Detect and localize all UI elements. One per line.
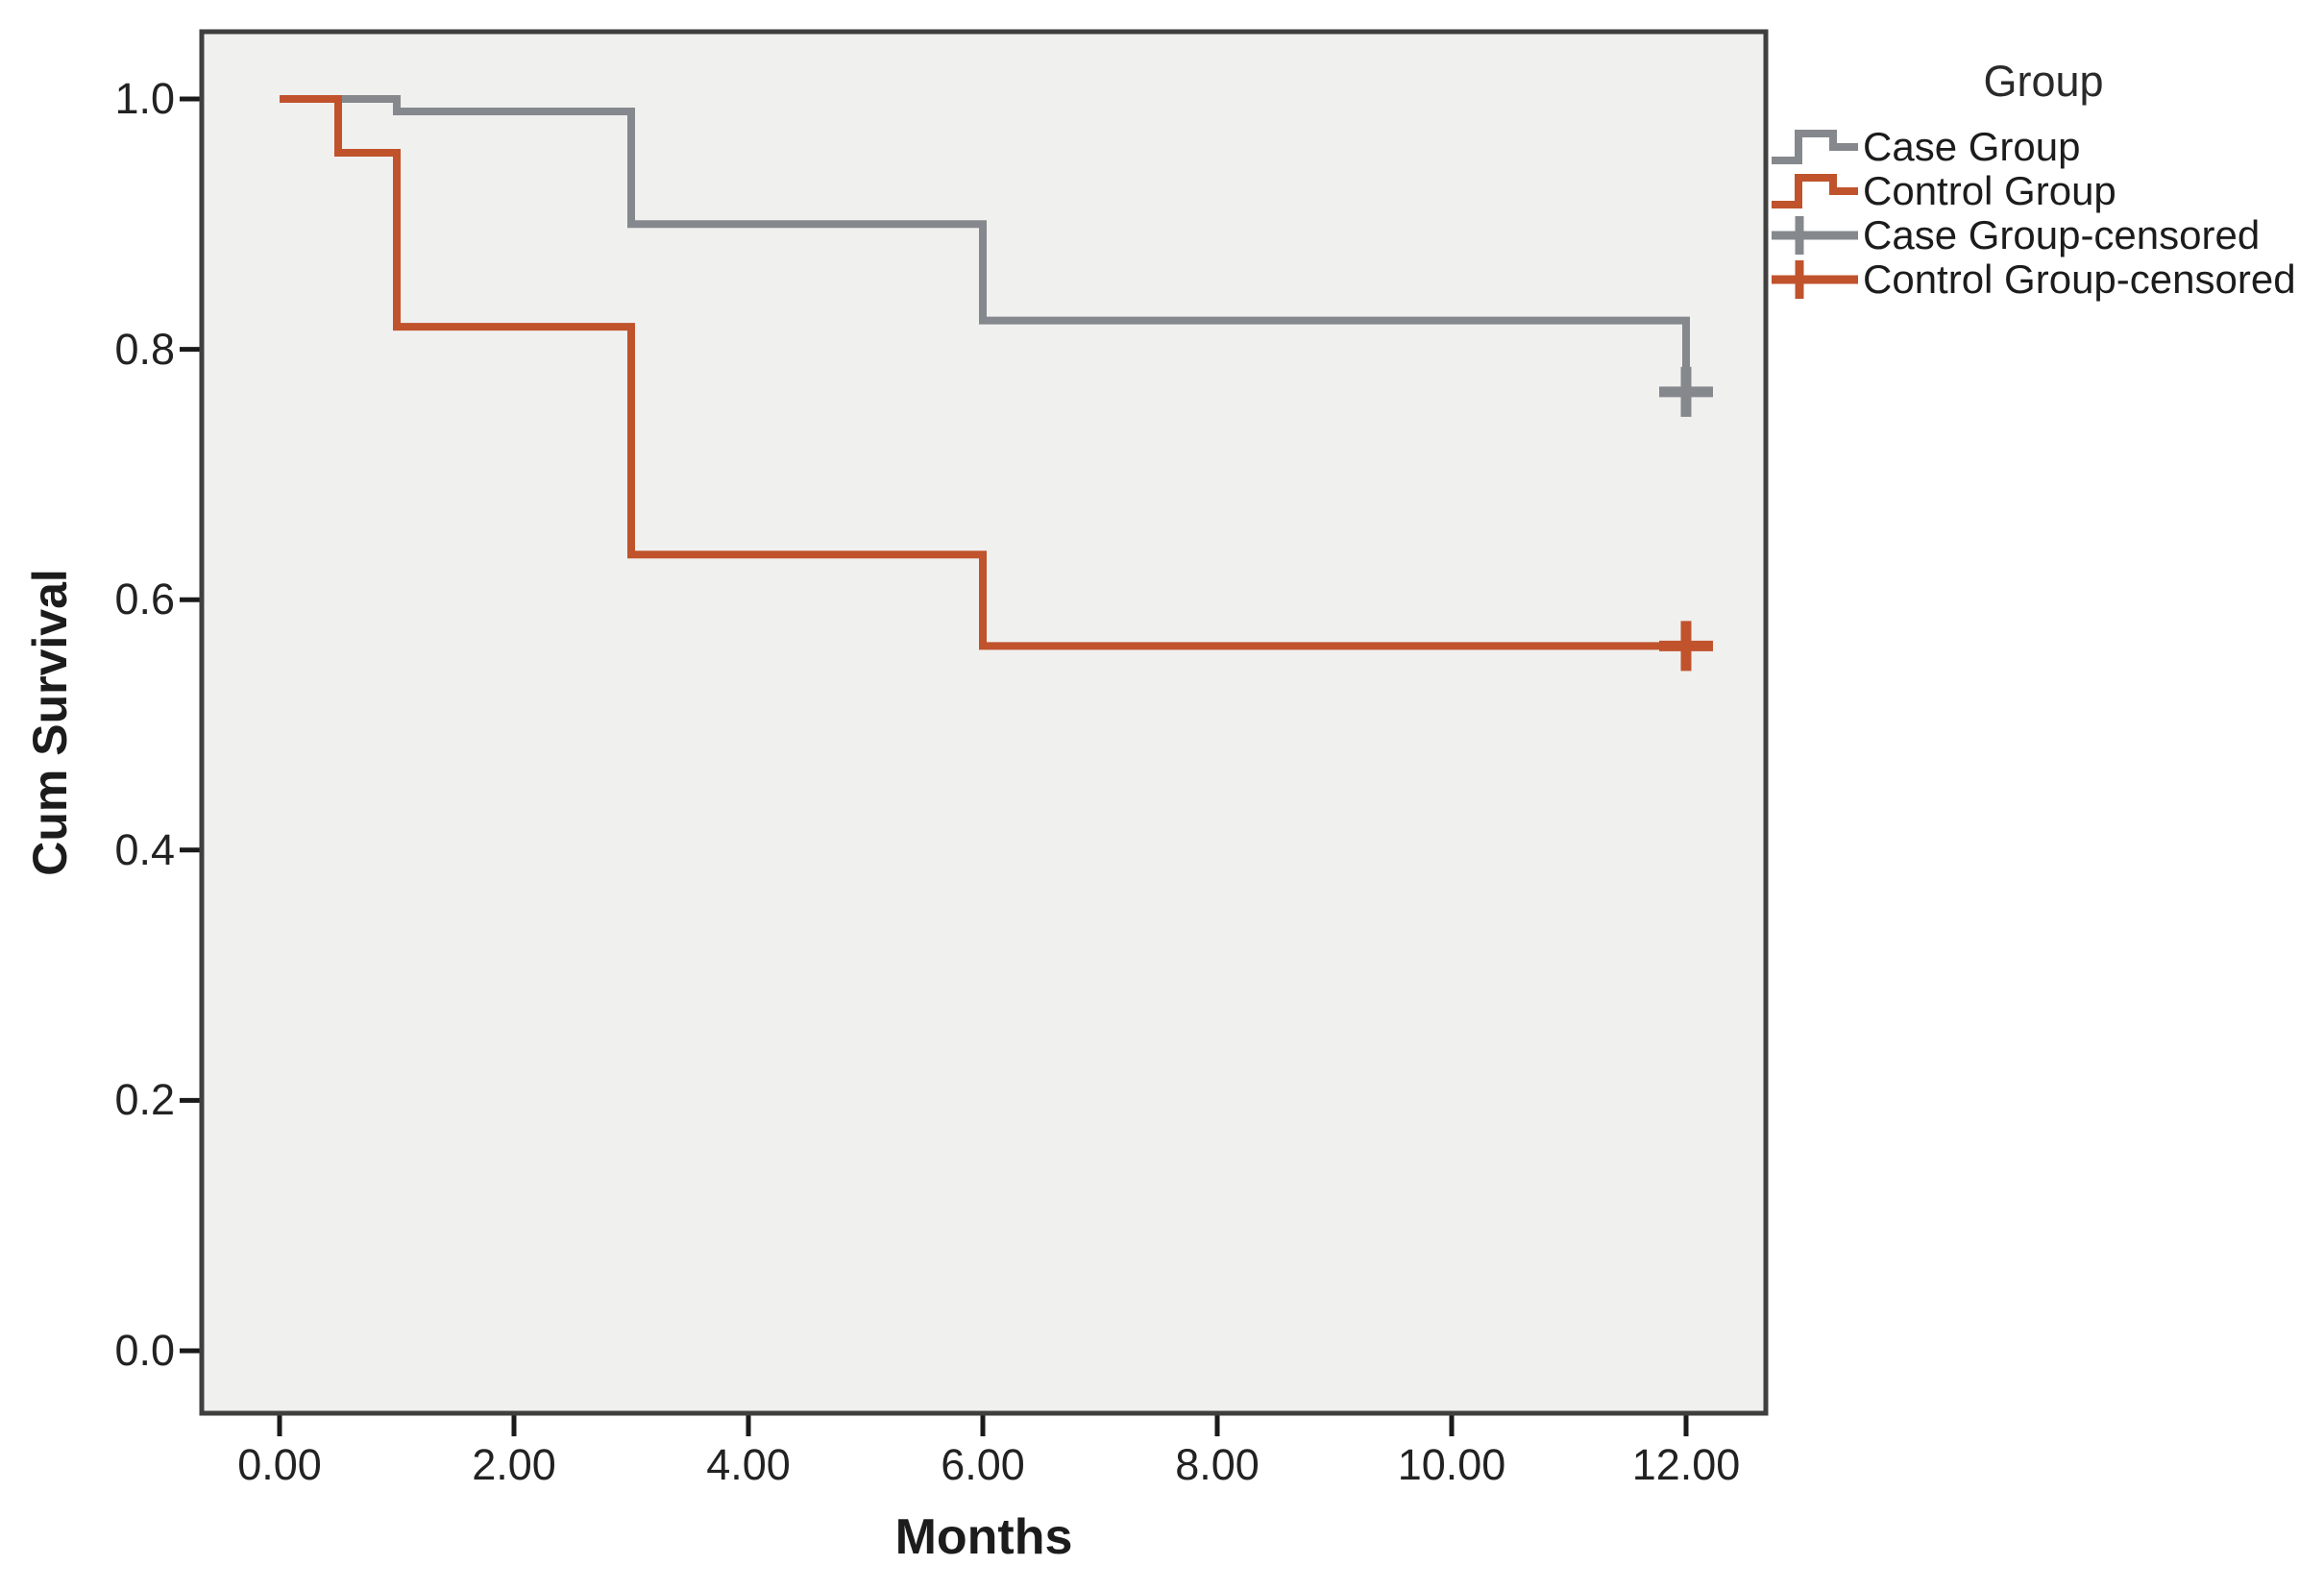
control-group-line	[280, 95, 1686, 650]
axis-ticks-group	[180, 96, 1689, 1436]
censor-marks-group	[1659, 366, 1713, 672]
legend-entry-label: Control Group	[1863, 168, 2116, 213]
plot-border-group	[199, 29, 1769, 1416]
plot-border	[199, 29, 1769, 1416]
legend-row: Case Group	[1771, 125, 2296, 169]
y-tick-label: 0.0	[114, 1326, 175, 1375]
legend-censor-plus-icon	[1772, 216, 1858, 255]
x-axis-title: Months	[894, 1509, 1073, 1565]
x-tick-label: 4.00	[706, 1440, 791, 1489]
legend-entry-label: Case Group	[1863, 124, 2081, 169]
x-tick-label: 12.00	[1631, 1440, 1741, 1489]
y-tick-label: 0.4	[114, 824, 175, 874]
y-tick-label: 0.2	[114, 1075, 175, 1125]
legend-row: Case Group-censored	[1771, 213, 2296, 257]
case-group-line	[280, 95, 1690, 392]
legend-censor-plus-icon	[1772, 260, 1858, 299]
x-tick-label: 0.00	[237, 1440, 322, 1489]
legend-entry-label: Case Group-censored	[1863, 212, 2261, 257]
y-tick-label: 0.6	[114, 575, 175, 624]
legend-title: Group	[1983, 57, 2104, 106]
case-group-censor-mark	[1659, 366, 1713, 417]
y-tick-label: 1.0	[114, 74, 175, 123]
y-axis-title: Cum Survival	[23, 569, 77, 876]
control-group-censor-mark	[1659, 621, 1713, 672]
x-tick-label: 2.00	[472, 1440, 556, 1489]
x-tick-label: 8.00	[1175, 1440, 1260, 1489]
x-tick-label: 10.00	[1397, 1440, 1506, 1489]
legend-step-line-icon	[1772, 174, 1858, 208]
legend-row: Control Group	[1771, 169, 2296, 213]
y-tick-label: 0.8	[114, 324, 175, 374]
legend-step-line-icon	[1772, 130, 1858, 164]
legend-rows: Case Group Control Group Case Group-censor…	[1771, 125, 2296, 302]
legend-entry-label: Control Group-censored	[1863, 257, 2296, 302]
legend-row: Control Group-censored	[1771, 257, 2296, 302]
series-group	[280, 95, 1690, 650]
x-tick-label: 6.00	[941, 1440, 1025, 1489]
